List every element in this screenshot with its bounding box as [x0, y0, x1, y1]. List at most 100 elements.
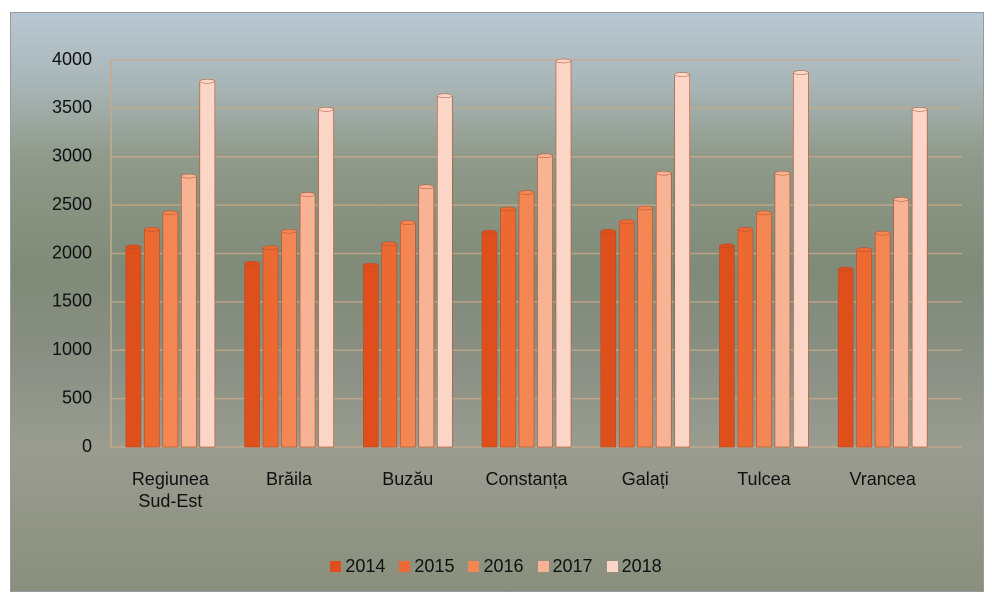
- legend-swatch: [607, 561, 618, 572]
- x-tick-label: Constanța: [477, 468, 577, 490]
- bar: [857, 250, 872, 447]
- bar-top: [382, 242, 397, 246]
- bar-top: [200, 79, 215, 83]
- bar-top: [419, 185, 434, 189]
- bar-top: [912, 107, 927, 111]
- bar: [482, 232, 497, 447]
- bar: [163, 213, 178, 447]
- bar-top: [263, 246, 278, 250]
- legend-item: 2018: [607, 556, 662, 577]
- bar-top: [437, 94, 452, 98]
- bar: [894, 199, 909, 447]
- bar: [875, 233, 890, 447]
- bar: [912, 109, 927, 447]
- legend-item: 2017: [538, 556, 593, 577]
- bar-top: [482, 230, 497, 234]
- y-tick-label: 3000: [52, 146, 92, 166]
- x-tick-label: Buzău: [358, 468, 458, 490]
- bar: [738, 229, 753, 447]
- bar-top: [519, 191, 534, 195]
- legend-swatch: [538, 561, 549, 572]
- bar: [838, 269, 853, 447]
- legend-swatch: [330, 561, 341, 572]
- bar: [200, 81, 215, 447]
- bar: [538, 156, 553, 447]
- bar: [319, 109, 334, 447]
- legend: 2014 2015 2016 2017 2018: [0, 556, 992, 577]
- bar-top: [756, 211, 771, 215]
- bar-top: [675, 73, 690, 77]
- bar: [519, 193, 534, 447]
- bar: [556, 61, 571, 447]
- bar: [719, 246, 734, 447]
- bar-top: [282, 229, 297, 233]
- chart: 05001000150020002500300035004000 2014201…: [0, 0, 992, 598]
- bar: [437, 96, 452, 447]
- bar: [675, 75, 690, 447]
- bar: [245, 263, 260, 447]
- x-tick-label: Tulcea: [714, 468, 814, 490]
- bar: [638, 208, 653, 447]
- bar: [282, 231, 297, 447]
- bar-top: [775, 171, 790, 175]
- bar: [775, 173, 790, 447]
- bar-top: [363, 263, 378, 267]
- bar: [263, 248, 278, 447]
- bar: [181, 176, 196, 447]
- legend-item: 2014: [330, 556, 385, 577]
- bar-top: [181, 174, 196, 178]
- bar-top: [875, 231, 890, 235]
- y-tick-label: 2000: [52, 242, 92, 262]
- bar-top: [857, 248, 872, 252]
- bar-top: [894, 197, 909, 201]
- legend-swatch: [399, 561, 410, 572]
- legend-label: 2018: [622, 556, 662, 577]
- bar: [501, 209, 516, 447]
- legend-item: 2015: [399, 556, 454, 577]
- x-tick-label: Galați: [595, 468, 695, 490]
- y-tick-label: 3500: [52, 97, 92, 117]
- legend-swatch: [468, 561, 479, 572]
- x-tick-label: Brăila: [239, 468, 339, 490]
- bar-top: [656, 171, 671, 175]
- y-tick-label: 2500: [52, 194, 92, 214]
- legend-label: 2015: [414, 556, 454, 577]
- y-tick-label: 500: [62, 387, 92, 407]
- bar-top: [319, 107, 334, 111]
- bar: [419, 187, 434, 447]
- y-tick-label: 1000: [52, 339, 92, 359]
- bar-top: [719, 244, 734, 248]
- bar-top: [793, 71, 808, 75]
- bar: [400, 223, 415, 447]
- bar: [382, 244, 397, 447]
- bar-top: [126, 245, 141, 249]
- bar: [756, 213, 771, 447]
- bar: [363, 265, 378, 447]
- legend-label: 2016: [483, 556, 523, 577]
- bar-top: [144, 227, 159, 231]
- y-tick-label: 1500: [52, 291, 92, 311]
- bar-top: [163, 211, 178, 215]
- bar: [601, 231, 616, 447]
- bar-top: [556, 59, 571, 63]
- bar-top: [300, 192, 315, 196]
- bar-top: [638, 206, 653, 210]
- bar-top: [501, 207, 516, 211]
- bar-top: [738, 227, 753, 231]
- bar: [126, 247, 141, 447]
- bar-top: [538, 154, 553, 158]
- y-tick-label: 4000: [52, 49, 92, 69]
- bar: [300, 194, 315, 447]
- bar: [144, 229, 159, 447]
- legend-label: 2017: [553, 556, 593, 577]
- bar: [656, 173, 671, 447]
- y-tick-label: 0: [82, 436, 92, 456]
- legend-item: 2016: [468, 556, 523, 577]
- bar: [793, 73, 808, 447]
- bar-top: [245, 261, 260, 265]
- bar-top: [619, 220, 634, 224]
- x-tick-label: Vrancea: [833, 468, 933, 490]
- x-tick-label: Regiunea Sud-Est: [120, 468, 220, 512]
- bar-top: [838, 267, 853, 271]
- legend-label: 2014: [345, 556, 385, 577]
